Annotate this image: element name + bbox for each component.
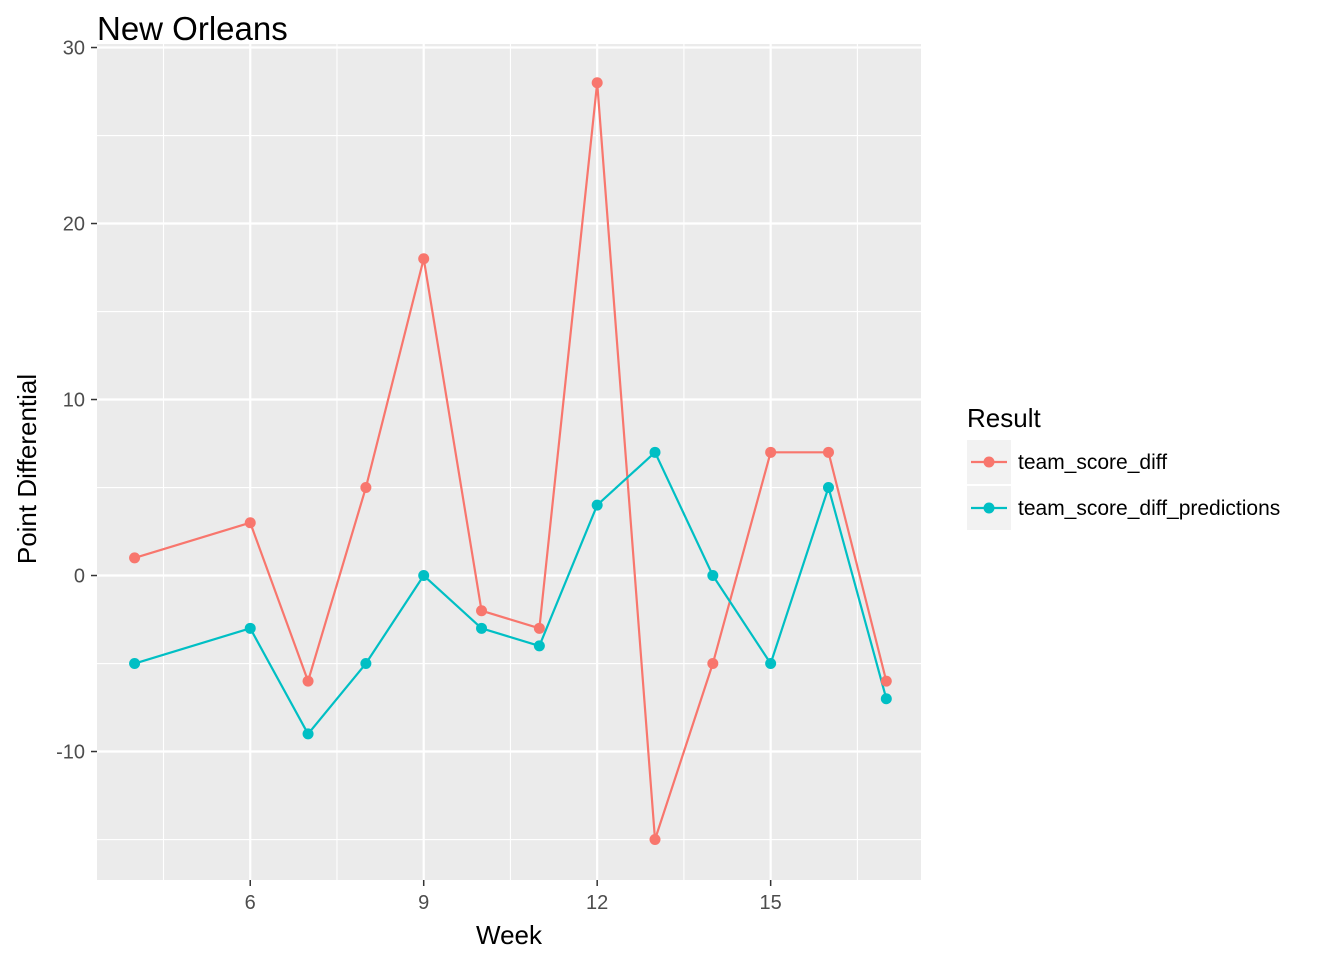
series-2-point (129, 658, 141, 670)
series-1-point (880, 675, 892, 687)
x-tick-label: 9 (418, 892, 429, 914)
y-tick-label: 30 (63, 38, 85, 60)
series-1-point (533, 622, 545, 634)
legend-title: Result (967, 403, 1041, 433)
y-tick-label: -10 (56, 742, 85, 764)
chart-title: New Orleans (97, 10, 288, 47)
series-1-point (418, 253, 430, 265)
x-tick-label: 12 (586, 892, 608, 914)
legend: Result team_score_diff team_score_diff_pr… (967, 403, 1280, 530)
series-1-point (707, 658, 719, 670)
series-1-point (476, 605, 488, 617)
legend-label-1: team_score_diff (1018, 451, 1167, 474)
x-tick-label: 15 (760, 892, 782, 914)
plot-panel (97, 44, 921, 880)
y-axis-title: Point Differential (12, 374, 42, 564)
legend-key-point-1 (983, 456, 995, 468)
y-tick-label: 10 (63, 390, 85, 412)
series-1-point (591, 77, 603, 89)
series-2-point (244, 622, 256, 634)
series-1-point (649, 834, 661, 846)
series-2-point (302, 728, 314, 740)
series-2-point (649, 446, 661, 458)
x-tick-label: 6 (245, 892, 256, 914)
series-2-point (765, 658, 777, 670)
series-1-point (129, 552, 141, 564)
y-tick-label: 0 (74, 566, 85, 588)
series-2-point (822, 482, 834, 494)
series-1-point (360, 482, 372, 494)
series-2-point (476, 622, 488, 634)
series-1-point (302, 675, 314, 687)
minor-gridlines (97, 44, 921, 880)
series-1-point (244, 517, 256, 529)
series-points (129, 77, 892, 846)
series-2-point (418, 570, 430, 582)
major-gridlines (97, 44, 921, 880)
legend-key-point-2 (983, 502, 995, 514)
y-tick-label: 20 (63, 214, 85, 236)
x-axis: 6 9 12 15 (245, 880, 782, 914)
y-axis: -10 0 10 20 30 (56, 38, 97, 764)
series-2-point (707, 570, 719, 582)
series-2-point (533, 640, 545, 652)
series-2-point (880, 693, 892, 705)
x-axis-title: Week (476, 920, 543, 950)
series-2-point (360, 658, 372, 670)
series-1-point (822, 446, 834, 458)
series-1-point (765, 446, 777, 458)
series-2-point (591, 499, 603, 511)
legend-label-2: team_score_diff_predictions (1018, 497, 1280, 520)
